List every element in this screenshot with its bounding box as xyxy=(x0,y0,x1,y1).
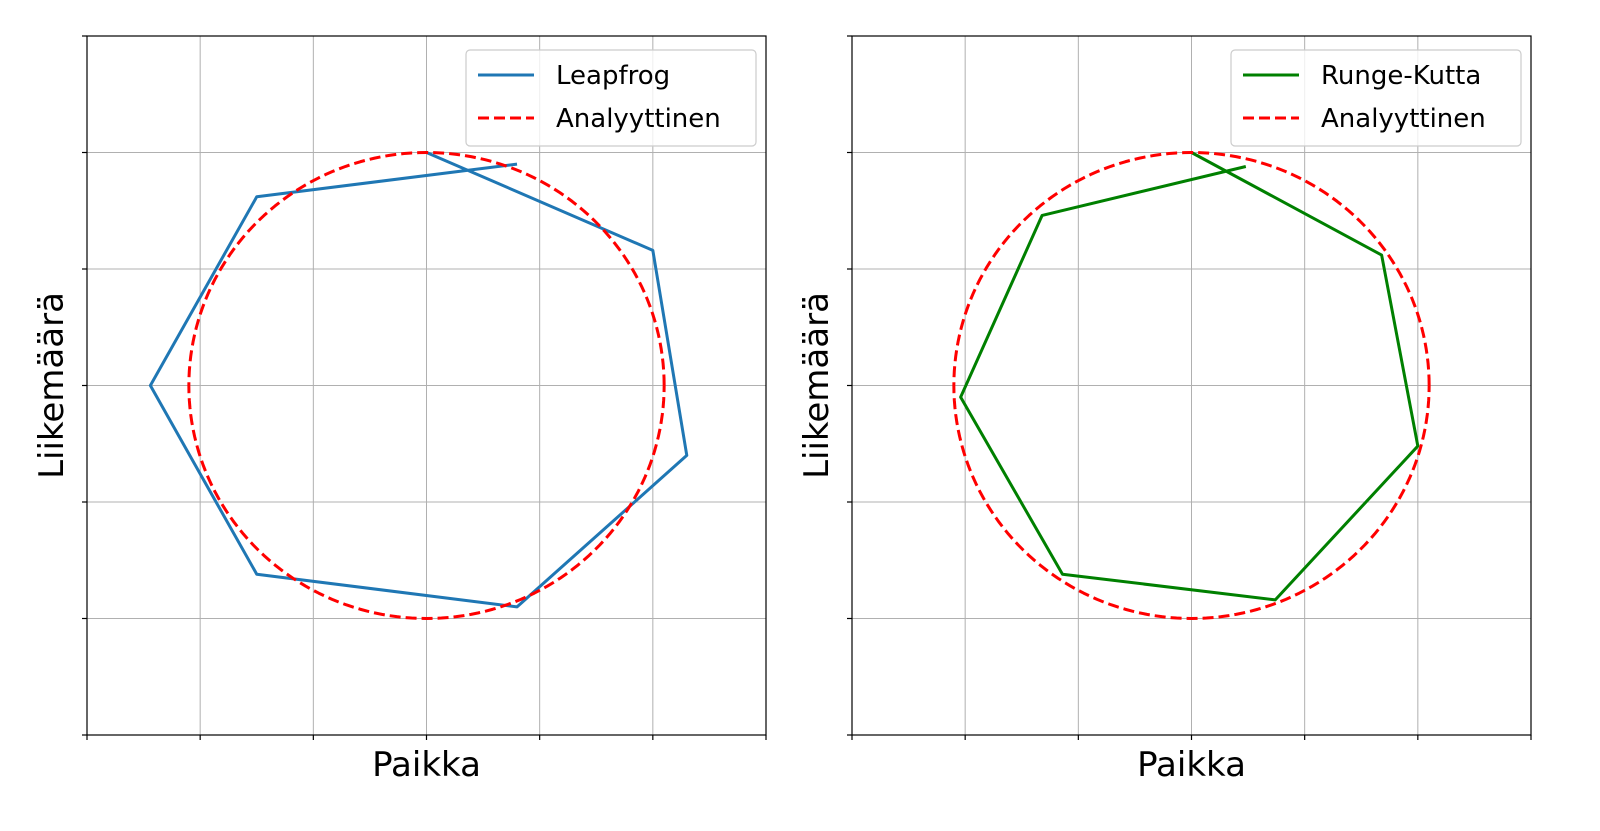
series-line-runge-kutta xyxy=(959,151,1420,602)
x-axis-label: Paikka xyxy=(1137,745,1246,785)
series-line-leapfrog xyxy=(148,151,689,609)
legend: Runge-Kutta Analyyttinen xyxy=(1230,49,1522,147)
legend: Leapfrog Analyyttinen xyxy=(465,49,757,147)
y-axis-label: Liikemäärä xyxy=(797,292,837,479)
legend-label-leapfrog: Leapfrog xyxy=(556,61,670,91)
series-layer xyxy=(148,151,689,620)
leapfrog-phase-plot: Paikka Liikemäärä Leapfrog Analyyttinen xyxy=(32,35,767,785)
legend-label-analytic: Analyyttinen xyxy=(556,104,721,134)
x-axis-label: Paikka xyxy=(372,745,481,785)
series-line-analyyttinen xyxy=(187,151,666,620)
y-axis-label: Liikemäärä xyxy=(32,292,72,479)
tick-marks xyxy=(847,35,1532,740)
series-line-analyyttinen xyxy=(952,151,1431,620)
legend-box xyxy=(465,49,757,147)
series-layer xyxy=(952,151,1431,620)
runge-kutta-phase-plot: Paikka Liikemäärä Runge-Kutta Analyyttin… xyxy=(797,35,1532,785)
tick-marks xyxy=(82,35,767,740)
legend-label-runge-kutta: Runge-Kutta xyxy=(1321,61,1481,91)
legend-label-analytic: Analyyttinen xyxy=(1321,104,1486,134)
legend-box xyxy=(1230,49,1522,147)
